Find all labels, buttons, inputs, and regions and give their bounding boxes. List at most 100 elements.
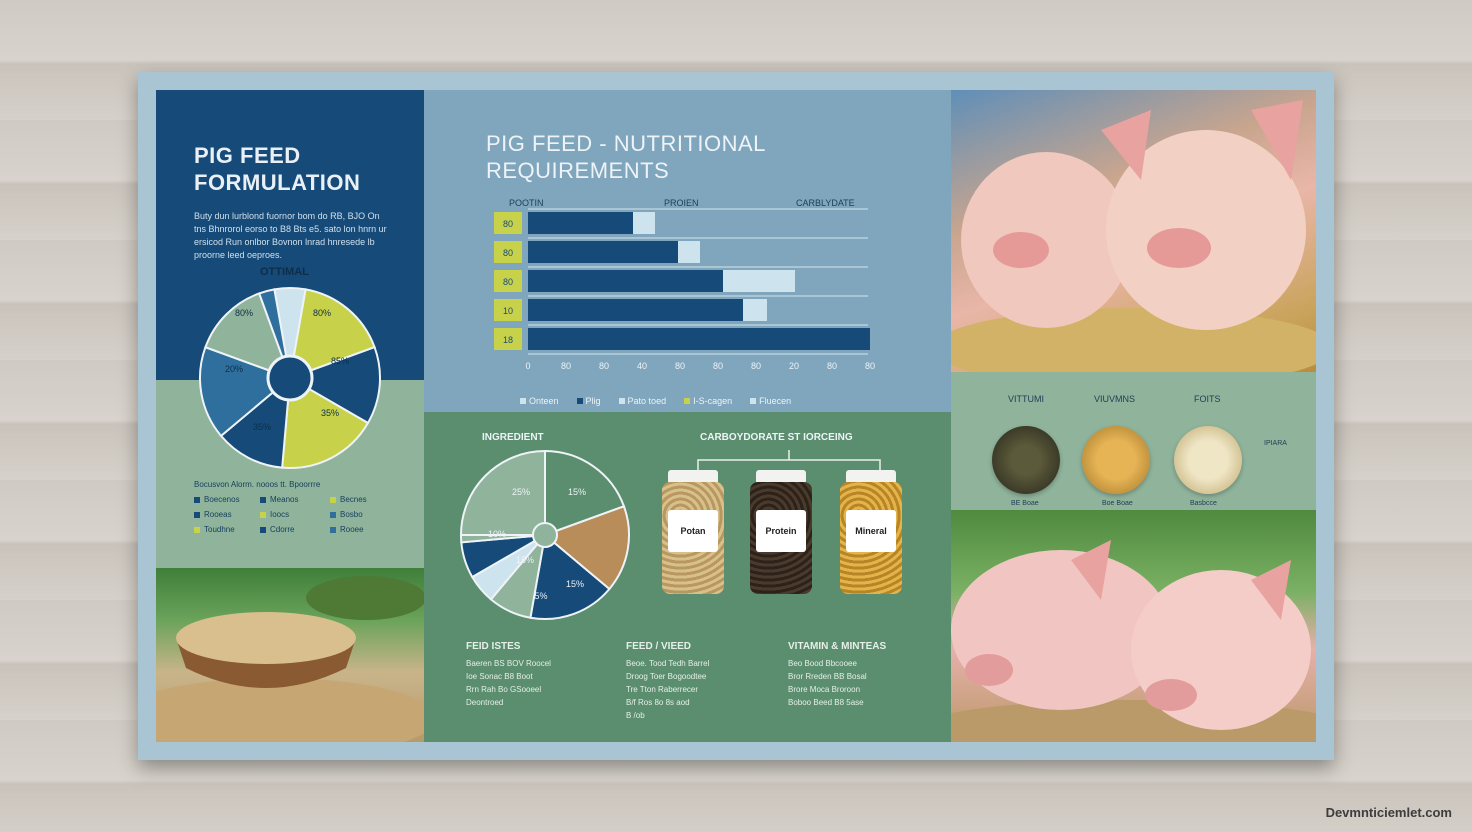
legend-swatch [194, 526, 200, 533]
x-tick: 20 [789, 361, 799, 371]
requirements-title-line-2: REQUIREMENTS [486, 158, 670, 183]
grain-kernels-circle [1082, 426, 1150, 494]
pie-wedge [529, 533, 611, 620]
legend-item: Rooee [330, 525, 396, 534]
legend-swatch [330, 511, 336, 518]
bracket-connector [697, 450, 881, 472]
bar-light [743, 299, 767, 321]
legend-label: Plig [585, 396, 601, 406]
pig-head [1106, 130, 1306, 330]
pie-wedge [199, 345, 292, 438]
legend-swatch [576, 398, 583, 404]
legend-label: Rooee [340, 525, 364, 534]
pie-label: 15% [566, 579, 584, 589]
carbohydrate-label: CARBOYDORATE ST IORCEING [700, 432, 853, 443]
row-label-box [494, 328, 522, 350]
legend-swatch [330, 526, 336, 533]
bar-dark [528, 299, 743, 321]
ingredients-panel: INGREDIENT CARBOYDORATE ST IORCEING 25% 1… [424, 412, 951, 742]
page-title: PIG FEED FORMULATION [194, 142, 360, 196]
column-row: Droog Toer Bogoodtee [626, 672, 707, 681]
jar-lid [756, 470, 806, 484]
jar-label: Protein [756, 510, 806, 552]
vitamin-seeds-circle [992, 426, 1060, 494]
infographic-board: PIG FEED FORMULATION Buty dun lurblond f… [156, 90, 1316, 742]
legend-swatch [260, 511, 266, 518]
column-row: Bror Rreden BB Bosal [788, 672, 867, 681]
supplement-header: FOITS [1194, 394, 1221, 404]
legend-item: Bosbo [330, 510, 396, 519]
pie-label: 80% [313, 308, 331, 318]
pig-ear [1071, 540, 1111, 600]
legend-item: Meanos [260, 495, 330, 504]
column-row: B /ob [626, 711, 645, 720]
jar-label: Potan [668, 510, 718, 552]
bar-legend: Onteen Plig Pato toed I-S-cagen Fluecen [520, 396, 791, 406]
formulation-legend: Bocusvon Alorm. nooos tt. Bpoorrre Boece… [194, 480, 404, 534]
bar-dark [528, 241, 678, 263]
legend-item: Becnes [330, 495, 396, 504]
fat-meal-circle [1174, 426, 1242, 494]
feed-sizes-column: FEID ISTES Baeren BS BOV Roocel Ioe Sona… [466, 640, 551, 709]
bar-dark [528, 270, 723, 292]
column-header: PROIEN [664, 198, 699, 208]
requirements-title-line-1: PIG FEED - NUTRITIONAL [486, 131, 766, 156]
feed-yield-column: FEED / VIEED Beoe. Tood Tedh Barrel Droo… [626, 640, 709, 722]
legend-swatch [260, 526, 266, 533]
x-tick: 80 [713, 361, 723, 371]
supplement-header: VITTUMI [1008, 394, 1044, 404]
vitamins-minerals-column: VITAMIN & MINTEAS Beo Bood Bbcooee Bror … [788, 640, 886, 709]
pig-ear [1101, 110, 1151, 180]
x-tick: 80 [675, 361, 685, 371]
pie-label: 80% [235, 308, 253, 318]
legend-label: Bosbo [340, 510, 363, 519]
pie-wedge [281, 376, 370, 469]
ingredient-pie-chart: 25% 15% 10% 15% 15% 5% [459, 449, 630, 620]
column-row: Rrn Rah Bo GSooeel [466, 685, 542, 694]
row-label: 80 [503, 248, 513, 258]
pie-label: 15% [516, 555, 534, 565]
feed-bowl-photo [156, 568, 436, 742]
jar-protein: Protein [750, 470, 812, 594]
legend-header: Bocusvon Alorm. nooos tt. Bpoorrre [194, 480, 321, 489]
pigs-illustration-top [933, 100, 1316, 388]
legend-label: Onteen [529, 396, 559, 406]
pie-label: 20% [225, 364, 243, 374]
pie-label: 10% [488, 529, 506, 539]
legend-label: Becnes [340, 495, 367, 504]
column-row: Ioe Sonac B8 Boot [466, 672, 533, 681]
requirements-title: PIG FEED - NUTRITIONAL REQUIREMENTS [486, 130, 766, 184]
pigs-illustration-bottom [913, 540, 1316, 742]
row-label-box [494, 212, 522, 234]
legend-swatch [618, 398, 625, 404]
x-tick: 80 [827, 361, 837, 371]
pig-snout [993, 232, 1049, 268]
pig-ear [1251, 100, 1303, 180]
legend-swatch [330, 496, 336, 503]
optimal-label: OTTIMAL [260, 266, 309, 278]
pigs-eating-photo [933, 90, 1316, 388]
pie-label: 35% [253, 422, 271, 432]
legend-swatch [194, 511, 200, 518]
feed-pile [933, 308, 1316, 388]
column-row: Boboo Beed B8 5ase [788, 698, 864, 707]
pig-head [961, 152, 1131, 328]
pie-label: 35% [321, 408, 339, 418]
jar-lid [668, 470, 718, 484]
x-tick: 0 [525, 361, 530, 371]
row-label-box [494, 270, 522, 292]
legend-label: Boecenos [204, 495, 240, 504]
grain-pile [156, 678, 436, 742]
legend-item: I-S-cagen [684, 396, 732, 406]
pig-ear [1251, 560, 1291, 620]
legend-label: Rooeas [204, 510, 232, 519]
x-tick: 80 [599, 361, 609, 371]
legend-swatch [260, 496, 266, 503]
x-tick: 40 [637, 361, 647, 371]
legend-item: Ioocs [260, 510, 330, 519]
pig-snout [1145, 679, 1197, 711]
supplement-header: VIUVMNS [1094, 394, 1136, 404]
title-line-2: FORMULATION [194, 170, 361, 195]
column-row: Deontroed [466, 698, 504, 707]
watermark: Devmnticiemlet.com [1325, 805, 1452, 820]
